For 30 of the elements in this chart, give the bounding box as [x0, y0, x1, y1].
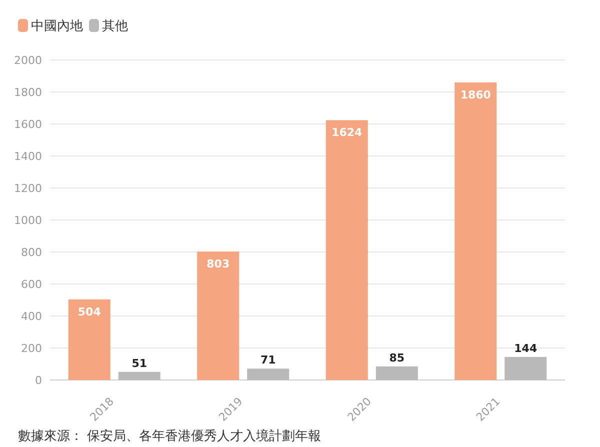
data-label: 1624: [332, 126, 363, 140]
data-label: 71: [260, 354, 276, 367]
y-tick-label: 600: [21, 278, 42, 291]
y-tick-label: 2000: [14, 54, 42, 67]
text: 數據來源： 保安局、各年香港優秀人才入境計劃年報: [18, 428, 322, 444]
y-tick-label: 1600: [14, 118, 42, 131]
data-label: 1860: [460, 88, 492, 102]
data-label: 144: [514, 342, 538, 355]
bar: [326, 120, 368, 380]
bar: [68, 299, 110, 380]
legend-label: 其他: [102, 19, 128, 34]
y-tick-label: 1000: [14, 214, 42, 227]
y-tick-label: 400: [21, 310, 42, 323]
y-tick-label: 1400: [14, 150, 42, 163]
bar: [376, 366, 418, 380]
y-tick-label: 1200: [14, 182, 42, 195]
data-label: 85: [389, 351, 405, 364]
legend-label: 中國內地: [31, 19, 83, 34]
bar: [504, 356, 547, 380]
data-label: 51: [132, 356, 148, 370]
y-tick-label: 800: [21, 246, 42, 259]
bar: [197, 252, 240, 380]
bar: [454, 82, 497, 380]
y-tick-label: 200: [21, 342, 42, 355]
bar: [118, 372, 160, 380]
data-label: 504: [78, 305, 102, 318]
bar: [247, 368, 290, 380]
y-tick-label: 1800: [14, 86, 42, 99]
y-tick-label: 0: [35, 374, 42, 387]
data-label: 803: [206, 258, 230, 271]
